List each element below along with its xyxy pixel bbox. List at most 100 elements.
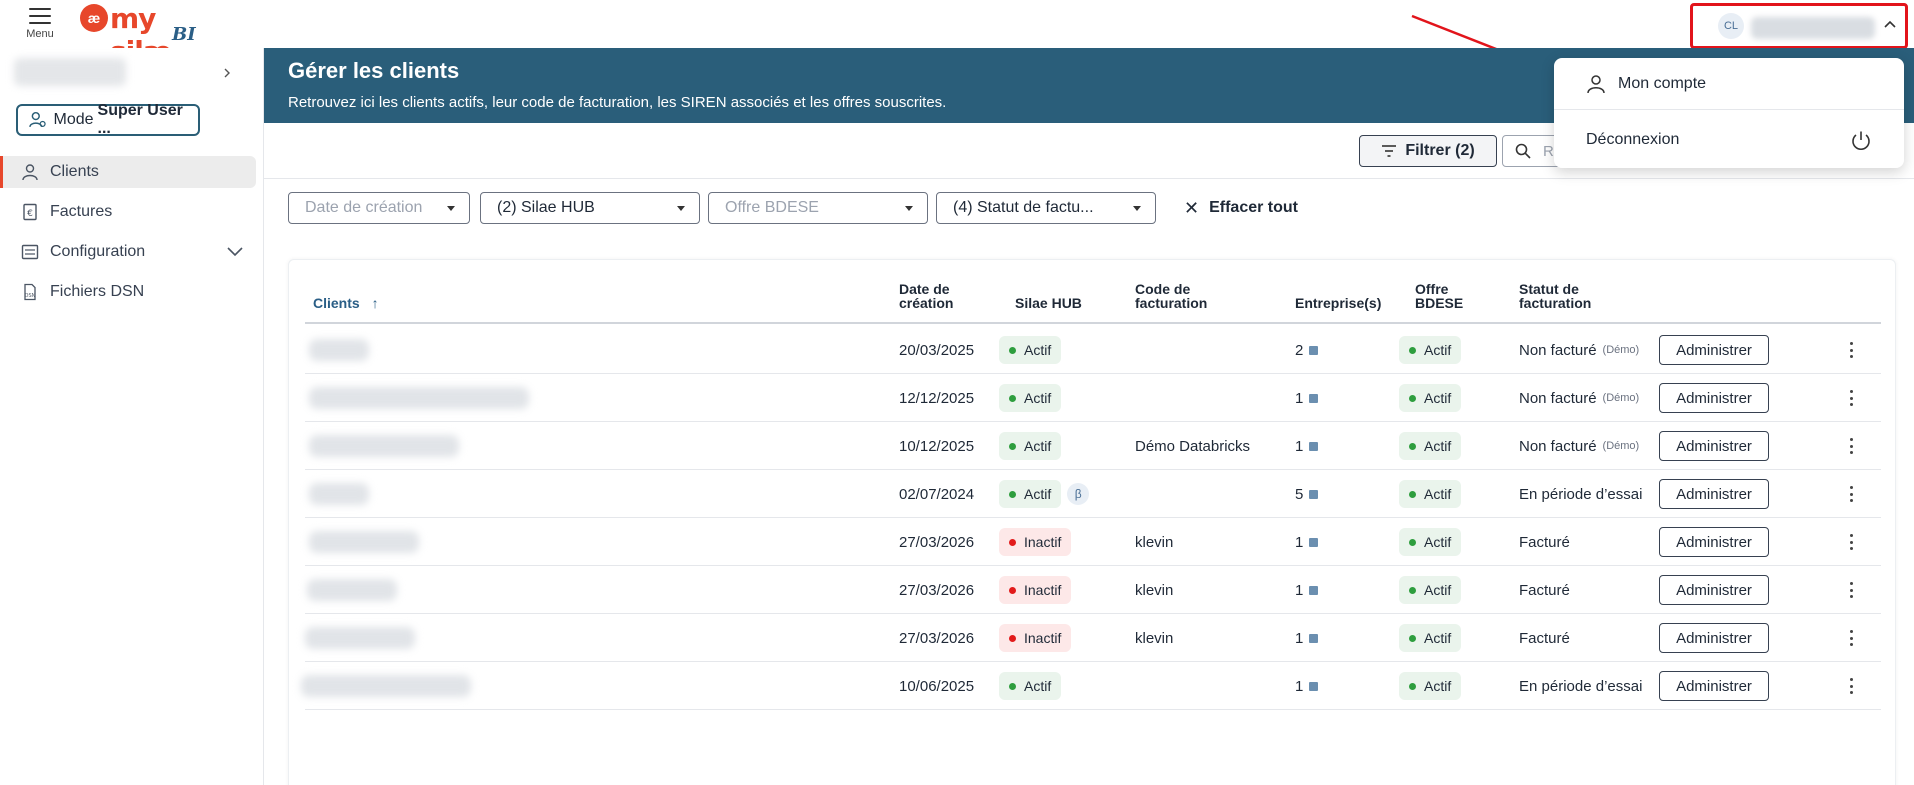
- administrer-button[interactable]: Administrer: [1659, 671, 1769, 701]
- menu-button[interactable]: Menu: [22, 6, 58, 42]
- column-header-clients[interactable]: Clients ↑: [313, 296, 379, 310]
- hamburger-icon: [29, 8, 51, 24]
- billing-status-label: Facturé: [1519, 581, 1570, 599]
- more-options-icon[interactable]: [1843, 532, 1859, 552]
- administrer-button[interactable]: Administrer: [1659, 383, 1769, 413]
- more-options-icon[interactable]: [1843, 580, 1859, 600]
- date-cell: 12/12/2025: [899, 389, 975, 407]
- status-dot-icon: [1009, 538, 1016, 546]
- logo[interactable]: æ my silæ BI: [80, 2, 210, 68]
- table-row[interactable]: 27/03/2026 Inactif klevin 1 Actif Facturé Admi…: [305, 566, 1881, 614]
- sort-ascending-icon: ↑: [371, 295, 379, 311]
- search-icon: [1515, 143, 1531, 159]
- organization-selector-redacted[interactable]: [14, 58, 126, 86]
- status-dot-icon: [1409, 538, 1416, 546]
- silae-hub-cell: Actif: [999, 326, 1062, 374]
- client-name-cell[interactable]: [309, 470, 369, 518]
- administrer-button[interactable]: Administrer: [1659, 431, 1769, 461]
- status-badge-label: Actif: [1424, 390, 1452, 406]
- offre-bdese-cell: Actif: [1399, 422, 1462, 470]
- offre-bdese-cell: Actif: [1399, 614, 1462, 662]
- filter-offre-bdese[interactable]: Offre BDESE: [708, 192, 928, 224]
- chevron-down-icon[interactable]: [226, 245, 244, 259]
- companies-count: 1: [1295, 533, 1304, 551]
- administrer-button[interactable]: Administrer: [1659, 479, 1769, 509]
- chevron-right-icon[interactable]: [221, 67, 233, 79]
- user-menu-toggle[interactable]: CL: [1690, 3, 1908, 49]
- client-name-cell[interactable]: [309, 326, 369, 374]
- row-actions-cell: [1843, 518, 1859, 566]
- companies-count: 1: [1295, 437, 1304, 455]
- column-header-label: Statut de: [1519, 281, 1579, 297]
- mode-super-user-button[interactable]: Mode Super User ...: [16, 102, 200, 137]
- companies-count: 1: [1295, 389, 1304, 407]
- filter-statut-facturation[interactable]: (4) Statut de factu...: [936, 192, 1156, 224]
- silae-hub-cell: Actif: [999, 662, 1062, 710]
- status-dot-icon: [1009, 346, 1016, 354]
- client-name-redacted: [301, 675, 471, 697]
- client-name-cell[interactable]: [307, 566, 397, 614]
- filter-button[interactable]: Filtrer (2): [1359, 135, 1497, 167]
- administrer-cell: Administrer: [1659, 518, 1769, 566]
- administrer-button[interactable]: Administrer: [1659, 527, 1769, 557]
- companies-cell: 1: [1295, 422, 1319, 470]
- more-options-icon[interactable]: [1843, 340, 1859, 360]
- column-header-label: Date de: [899, 281, 950, 297]
- administrer-button[interactable]: Administrer: [1659, 575, 1769, 605]
- more-options-icon[interactable]: [1843, 628, 1859, 648]
- administrer-button[interactable]: Administrer: [1659, 623, 1769, 653]
- offre-bdese-cell: Actif: [1399, 326, 1462, 374]
- table-row[interactable]: 02/07/2024 Actif β 5 Actif En période d’essai…: [305, 470, 1881, 518]
- more-options-icon[interactable]: [1843, 484, 1859, 504]
- offre-bdese-cell: Actif: [1399, 374, 1462, 422]
- row-actions-cell: [1843, 422, 1859, 470]
- row-actions-cell: [1843, 470, 1859, 518]
- row-actions-cell: [1843, 566, 1859, 614]
- demo-tag: (Démo): [1602, 344, 1640, 356]
- status-badge: Inactif: [999, 624, 1072, 652]
- companies-count: 1: [1295, 629, 1304, 647]
- clear-all-filters-button[interactable]: ✕ Effacer tout: [1184, 192, 1298, 224]
- sidebar-item-configuration[interactable]: Configuration: [0, 236, 256, 268]
- menu-item-deconnexion[interactable]: Déconnexion: [1554, 114, 1904, 166]
- filter-chip-label: Date de création: [305, 199, 423, 216]
- client-name-cell[interactable]: [305, 614, 415, 662]
- clients-table-card: Clients ↑ Date de création Silae HUB Code…: [288, 259, 1896, 785]
- table-row[interactable]: 12/12/2025 Actif 1 Actif Non facturé (Démo) Ad…: [305, 374, 1881, 422]
- close-icon: ✕: [1184, 197, 1200, 218]
- more-options-icon[interactable]: [1843, 436, 1859, 456]
- more-options-icon[interactable]: [1843, 388, 1859, 408]
- column-header-label: Clients: [313, 295, 360, 311]
- sidebar-item-fichiers-dsn[interactable]: DSN Fichiers DSN: [0, 276, 256, 308]
- filter-silae-hub[interactable]: (2) Silae HUB: [480, 192, 700, 224]
- client-name-cell[interactable]: [309, 374, 529, 422]
- client-name-cell[interactable]: [309, 422, 459, 470]
- companies-cell: 1: [1295, 374, 1319, 422]
- status-badge-label: Inactif: [1024, 630, 1062, 646]
- building-icon: [1309, 681, 1319, 691]
- date-cell: 10/12/2025: [899, 437, 975, 455]
- filter-date-creation[interactable]: Date de création: [288, 192, 470, 224]
- dropdown-arrow-icon: [905, 206, 913, 211]
- billing-status-cell: En période d’essai: [1519, 470, 1642, 518]
- administrer-button[interactable]: Administrer: [1659, 335, 1769, 365]
- status-badge: Inactif: [999, 576, 1072, 604]
- billing-status-cell: Facturé: [1519, 518, 1570, 566]
- table-row[interactable]: 27/03/2026 Inactif klevin 1 Actif Facturé Admi…: [305, 614, 1881, 662]
- user-icon: [20, 162, 40, 182]
- menu-label: Menu: [26, 28, 54, 40]
- table-row[interactable]: 10/06/2025 Actif 1 Actif En période d’essai A…: [301, 662, 1881, 710]
- client-name-cell[interactable]: [309, 518, 419, 566]
- client-name-cell[interactable]: [301, 662, 471, 710]
- companies-count: 2: [1295, 341, 1304, 359]
- status-badge: Actif: [1399, 672, 1462, 700]
- more-options-icon[interactable]: [1843, 676, 1859, 696]
- status-dot-icon: [1009, 490, 1016, 498]
- table-row[interactable]: 27/03/2026 Inactif klevin 1 Actif Facturé Admi…: [305, 518, 1881, 566]
- sidebar-item-factures[interactable]: € Factures: [0, 196, 256, 228]
- table-row[interactable]: 10/12/2025 Actif Démo Databricks 1 Actif Non …: [305, 422, 1881, 470]
- sidebar-item-clients[interactable]: Clients: [0, 156, 256, 188]
- top-bar: Menu æ my silæ BI CL: [0, 0, 1914, 68]
- table-row[interactable]: 20/03/2025 Actif 2 Actif Non facturé (Démo) Ad…: [305, 326, 1881, 374]
- menu-item-mon-compte[interactable]: Mon compte: [1554, 58, 1904, 110]
